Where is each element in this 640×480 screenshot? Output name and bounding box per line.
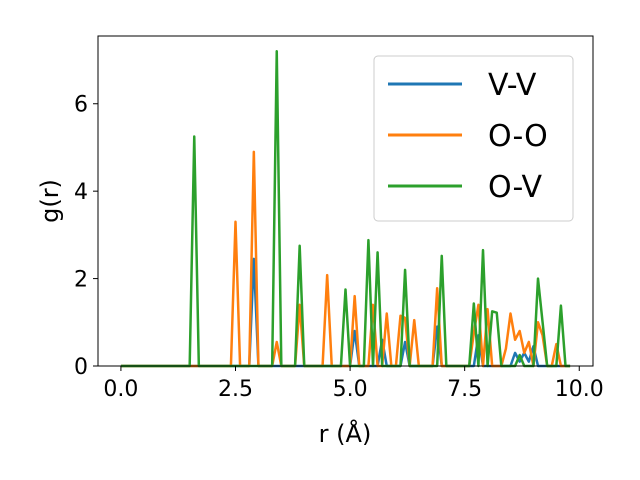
x-tick-label-2: 5.0 — [333, 377, 368, 402]
x-tick-label-3: 7.5 — [447, 377, 482, 402]
y-tick-label-2: 4 — [74, 180, 88, 205]
y-tick-label-3: 6 — [74, 93, 88, 118]
legend-label-0: V-V — [488, 68, 537, 103]
y-tick-label-1: 2 — [74, 268, 88, 293]
x-tick-label-0: 0.0 — [103, 377, 138, 402]
y-tick-label-0: 0 — [74, 355, 88, 380]
legend-label-2: O-V — [488, 170, 543, 205]
x-axis-label: r (Å) — [319, 419, 372, 448]
plot-frame — [97, 35, 594, 367]
x-tick-label-4: 10.0 — [555, 377, 604, 402]
x-tick-label-1: 2.5 — [218, 377, 253, 402]
legend: V-V O-O O-V — [373, 55, 574, 222]
series-line-0 — [120, 257, 571, 368]
ticks-layer: 0.0 2.5 5.0 7.5 10.0 0 2 4 6 — [74, 93, 604, 402]
legend-label-1: O-O — [488, 119, 548, 154]
legend-box — [373, 55, 574, 222]
y-axis-label: g(r) — [36, 179, 64, 223]
